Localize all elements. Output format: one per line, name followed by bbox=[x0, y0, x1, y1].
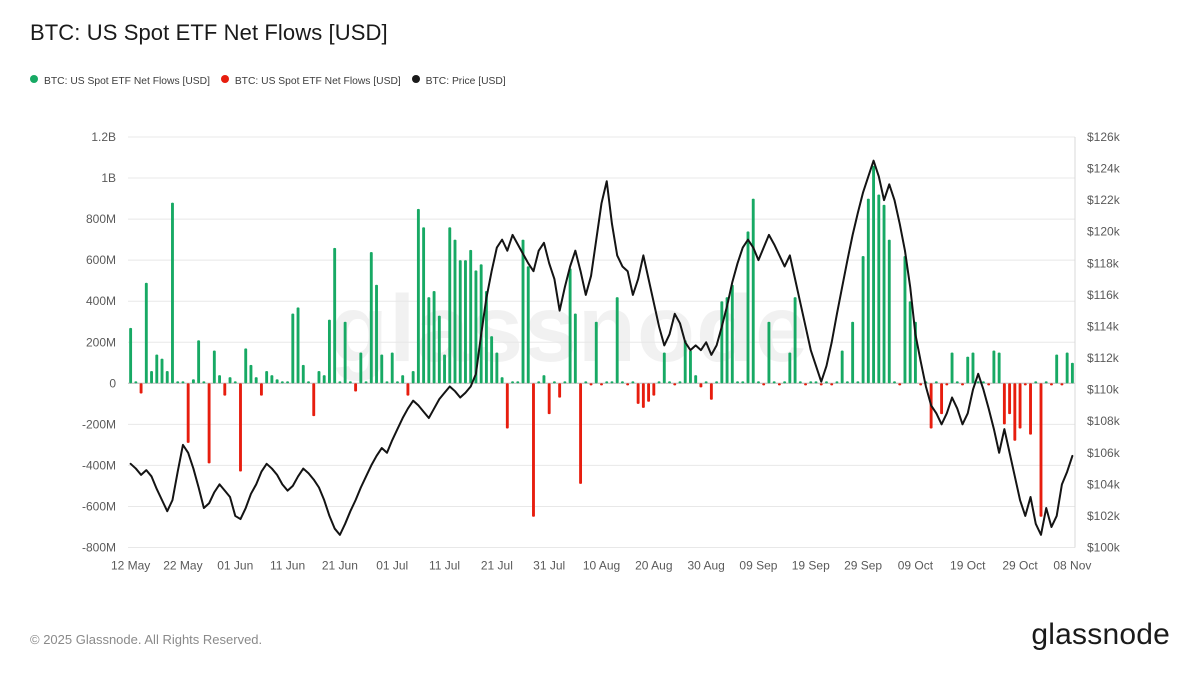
svg-text:11 Jul: 11 Jul bbox=[429, 559, 460, 573]
svg-text:$110k: $110k bbox=[1087, 383, 1120, 397]
svg-text:$126k: $126k bbox=[1087, 130, 1121, 144]
svg-text:$116k: $116k bbox=[1087, 288, 1120, 302]
svg-text:$108k: $108k bbox=[1087, 414, 1121, 428]
svg-text:$106k: $106k bbox=[1087, 446, 1121, 460]
svg-text:19 Sep: 19 Sep bbox=[792, 559, 830, 573]
svg-text:$102k: $102k bbox=[1087, 509, 1121, 523]
svg-text:$120k: $120k bbox=[1087, 225, 1121, 239]
svg-text:1B: 1B bbox=[101, 171, 116, 185]
svg-text:-200M: -200M bbox=[82, 417, 116, 431]
svg-text:-600M: -600M bbox=[82, 499, 116, 513]
svg-text:31 Jul: 31 Jul bbox=[533, 559, 565, 573]
svg-text:$100k: $100k bbox=[1087, 541, 1121, 555]
svg-text:-400M: -400M bbox=[82, 458, 116, 472]
svg-text:09 Oct: 09 Oct bbox=[898, 559, 934, 573]
svg-text:800M: 800M bbox=[86, 212, 116, 226]
svg-text:29 Sep: 29 Sep bbox=[844, 559, 882, 573]
svg-text:$104k: $104k bbox=[1087, 477, 1121, 491]
svg-text:21 Jun: 21 Jun bbox=[322, 559, 358, 573]
svg-text:600M: 600M bbox=[86, 253, 116, 267]
svg-text:$122k: $122k bbox=[1087, 193, 1121, 207]
svg-text:$124k: $124k bbox=[1087, 162, 1121, 176]
svg-text:19 Oct: 19 Oct bbox=[950, 559, 986, 573]
svg-text:29 Oct: 29 Oct bbox=[1002, 559, 1038, 573]
svg-text:01 Jun: 01 Jun bbox=[217, 559, 253, 573]
svg-text:200M: 200M bbox=[86, 335, 116, 349]
svg-text:20 Aug: 20 Aug bbox=[635, 559, 672, 573]
svg-text:09 Sep: 09 Sep bbox=[739, 559, 777, 573]
svg-text:21 Jul: 21 Jul bbox=[481, 559, 513, 573]
svg-text:$118k: $118k bbox=[1087, 256, 1120, 270]
svg-text:01 Jul: 01 Jul bbox=[376, 559, 408, 573]
svg-text:22 May: 22 May bbox=[163, 559, 202, 573]
svg-text:10 Aug: 10 Aug bbox=[583, 559, 620, 573]
svg-text:0: 0 bbox=[109, 376, 116, 390]
svg-text:400M: 400M bbox=[86, 294, 116, 308]
svg-text:08 Nov: 08 Nov bbox=[1053, 559, 1091, 573]
svg-text:12 May: 12 May bbox=[111, 559, 150, 573]
svg-text:$112k: $112k bbox=[1087, 351, 1120, 365]
svg-text:30 Aug: 30 Aug bbox=[687, 559, 724, 573]
svg-text:1.2B: 1.2B bbox=[91, 130, 116, 144]
svg-text:11 Jun: 11 Jun bbox=[270, 559, 305, 573]
svg-text:$114k: $114k bbox=[1087, 319, 1120, 333]
svg-text:-800M: -800M bbox=[82, 541, 116, 555]
